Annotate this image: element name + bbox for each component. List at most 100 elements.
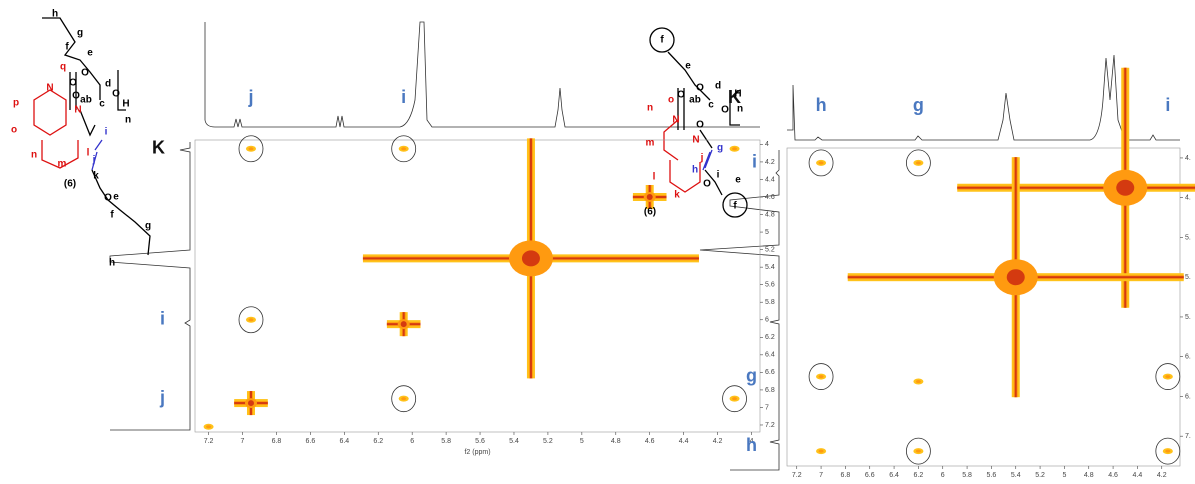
- x-tick-label: 5.6: [475, 438, 485, 445]
- structure-label: g: [77, 28, 83, 39]
- y-tick-label: 5.: [1185, 234, 1191, 241]
- x-tick-label: 6.8: [272, 438, 282, 445]
- x-tick-label: 6.4: [889, 472, 899, 479]
- cross-peak: [238, 135, 264, 163]
- y-tick-label: 5.: [1185, 274, 1191, 281]
- structure-label: c: [708, 100, 714, 111]
- x-tick-label: 6.4: [339, 438, 349, 445]
- peak-core: [915, 380, 921, 384]
- peak-circle: [808, 363, 834, 390]
- structure-label: q: [60, 62, 66, 73]
- peak-label: h: [746, 435, 757, 455]
- plot-frame: [786, 147, 1181, 467]
- cross-peak: [238, 306, 264, 334]
- x-tick-label: 6.6: [865, 472, 875, 479]
- x-tick-label: 4.2: [1157, 472, 1167, 479]
- cross-peak: [957, 67, 1195, 308]
- x-tick-label: 6.6: [306, 438, 316, 445]
- structure-label: N: [74, 105, 81, 116]
- structure-label: l: [87, 148, 90, 159]
- structure-label: O: [81, 68, 89, 79]
- cross-peak: [1155, 363, 1181, 390]
- structure-label: n: [737, 104, 743, 115]
- y-tick-label: 4.: [1185, 155, 1191, 162]
- structure-label: e: [685, 61, 691, 72]
- x-tick-label: 6.2: [914, 472, 924, 479]
- y-tick-label: 4: [765, 141, 769, 148]
- structure-label: f: [65, 42, 69, 53]
- peak-circle: [906, 437, 931, 465]
- y-tick-label: 6.4: [765, 352, 775, 359]
- peak-core: [1165, 375, 1171, 379]
- structure-label: e: [87, 48, 93, 59]
- peak-core: [818, 449, 824, 453]
- cross-peak: [808, 149, 834, 177]
- peak-label: j: [159, 387, 165, 407]
- y-tick-label: 5.: [1185, 314, 1191, 321]
- y-tick-label: 4.4: [765, 176, 775, 183]
- top-projection: [204, 21, 760, 128]
- x-tick-label: 7: [819, 472, 823, 479]
- peak-core: [247, 400, 254, 407]
- cross-peak: [913, 378, 924, 385]
- structure-label: p: [13, 98, 19, 109]
- y-tick-label: 5.6: [765, 282, 775, 289]
- structure-label: h: [109, 258, 115, 269]
- cross-peak: [391, 135, 417, 163]
- structure-label: j: [92, 155, 96, 166]
- structure-label: n: [125, 115, 131, 126]
- peak-core: [400, 321, 407, 328]
- y-tick-label: 7.: [1185, 433, 1191, 440]
- peak-circle: [391, 385, 417, 413]
- x-tick-label: 7: [241, 438, 245, 445]
- y-tick-label: 6.8: [765, 387, 775, 394]
- structure-label: m: [58, 159, 67, 170]
- peak-core: [732, 397, 738, 401]
- cross-peak: [906, 149, 931, 177]
- y-tick-label: 5: [765, 229, 769, 236]
- x-tick-label: 4.4: [679, 438, 689, 445]
- peak-core: [732, 147, 738, 151]
- peak-circle: [391, 135, 417, 163]
- peak-label: h: [816, 95, 827, 115]
- structure-label: o: [668, 95, 674, 106]
- peak-core: [1165, 449, 1171, 453]
- structure-label: O: [104, 193, 112, 204]
- structure-label: h: [52, 9, 58, 20]
- x-tick-label: 4.2: [713, 438, 723, 445]
- peak-core: [646, 193, 653, 200]
- structure-label: (6): [644, 207, 656, 218]
- x-tick-label: 5.8: [441, 438, 451, 445]
- peak-core: [1116, 179, 1135, 196]
- peak-label: i: [160, 309, 165, 329]
- y-tick-label: 6.6: [765, 369, 775, 376]
- x-tick-label: 5.6: [987, 472, 997, 479]
- structure-label: O: [696, 120, 704, 131]
- peak-core: [401, 147, 407, 151]
- y-tick-label: 6: [765, 317, 769, 324]
- peak-circle: [722, 385, 747, 413]
- peak-core: [248, 318, 254, 322]
- cross-peak: [816, 448, 827, 455]
- x-tick-label: 7.2: [792, 472, 802, 479]
- y-tick-label: 7: [765, 404, 769, 411]
- peak-core: [248, 147, 254, 151]
- structure-label: O: [72, 91, 80, 102]
- structure-label: g: [145, 221, 151, 232]
- structure-label: f: [110, 210, 114, 221]
- structure-label: O: [112, 89, 120, 100]
- structure-label: i: [105, 127, 108, 138]
- peak-label: g: [746, 365, 757, 385]
- top-projection: [787, 54, 1180, 141]
- structure-label: c: [99, 99, 105, 110]
- x-tick-label: 5.8: [962, 472, 972, 479]
- y-tick-label: 4.2: [765, 159, 775, 166]
- cross-peak: [362, 138, 699, 379]
- x-tick-label: 6.2: [373, 438, 383, 445]
- peak-core: [915, 161, 921, 165]
- x-tick-label: 5: [580, 438, 584, 445]
- structure-label: k: [674, 190, 680, 201]
- structure-label: f: [733, 201, 737, 212]
- cross-peak: [1155, 437, 1181, 465]
